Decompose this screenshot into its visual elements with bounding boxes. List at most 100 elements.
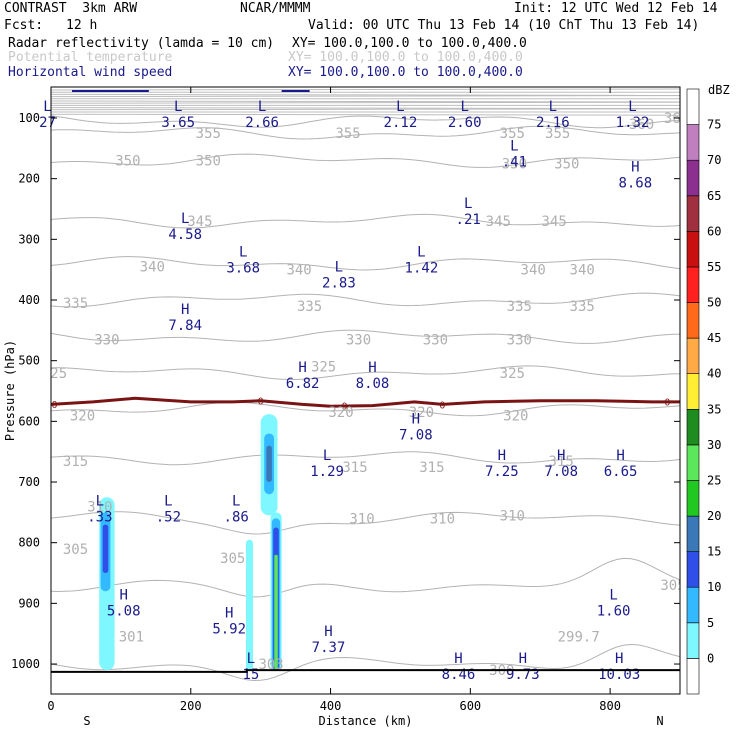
colorbar-bin	[686, 551, 700, 588]
theta-label: 355	[545, 126, 570, 142]
extremum-value: 2.16	[536, 115, 570, 131]
theta-label: 340	[286, 263, 311, 279]
cell-b-20dbz	[266, 445, 272, 482]
theta-upper-line	[51, 107, 680, 110]
legend-reflectivity-xy: XY= 100.0,100.0 to 100.0,400.0	[292, 36, 527, 51]
extremum-value: 3.68	[226, 261, 260, 277]
theta-label: 350	[115, 154, 140, 170]
theta-label: 360	[629, 117, 654, 133]
legend-theta-label: Potential temperature	[8, 50, 173, 65]
extremum-value: 7.84	[168, 318, 202, 334]
extremum-value: 6.65	[604, 464, 638, 480]
y-tick-label: 400	[18, 293, 40, 307]
theta-upper-line	[51, 108, 680, 111]
colorbar-label: 10	[707, 580, 721, 594]
reflectivity-field	[99, 414, 282, 671]
colorbar-bin	[686, 408, 700, 446]
cell-c-5dbz	[246, 539, 253, 671]
colorbar-bin	[686, 586, 700, 624]
theta-335-line	[51, 292, 680, 308]
extremum-type: L	[335, 260, 343, 276]
colorbar-label: 75	[707, 118, 721, 132]
theta-label: 299.7	[558, 630, 600, 646]
extremum-type: H	[225, 606, 233, 622]
theta-310-line	[51, 511, 680, 535]
forecast-label: Fcst:	[4, 18, 44, 33]
theta-label: 330	[346, 332, 371, 348]
theta-upper-line	[51, 95, 680, 98]
theta-label: 310	[349, 511, 374, 527]
wind-extremum: H6.82	[286, 360, 320, 392]
theta-320-line	[51, 401, 680, 417]
colorbar-label: 0	[707, 651, 714, 665]
colorbar-label: 55	[707, 260, 721, 274]
wind-extremum: L.21	[456, 196, 481, 228]
y-tick-label: 800	[18, 536, 40, 550]
extremum-value: .41	[502, 154, 527, 170]
extremum-type: L	[181, 211, 189, 227]
colorbar-label: 15	[707, 545, 721, 559]
south-label: S	[83, 714, 90, 728]
extremum-value: 7.08	[399, 427, 433, 443]
theta-label: 330	[423, 332, 448, 348]
theta-label: 315	[342, 460, 367, 476]
extremum-type: H	[454, 651, 462, 667]
theta-label: 310	[430, 511, 455, 527]
colorbar-bin	[686, 159, 700, 197]
theta-label: 315	[63, 454, 88, 470]
wind-extremum: H7.08	[544, 448, 578, 480]
wind-extremum: L.41	[502, 138, 527, 170]
extremum-value: 1.29	[310, 464, 344, 480]
freezing-level-label: 0	[439, 400, 445, 411]
theta-label: 335	[297, 299, 322, 315]
colorbar-bin	[686, 302, 700, 339]
theta-345-line	[51, 213, 680, 229]
wind-extremum: L.52	[156, 493, 181, 525]
y-tick-label: 500	[18, 354, 40, 368]
theta-label: 335	[63, 296, 88, 312]
theta-isentropes	[51, 88, 680, 682]
theta-label: 325	[42, 366, 67, 382]
colorbar-bin	[686, 88, 700, 125]
colorbar-label: 35	[707, 402, 721, 416]
extremum-value: 8.08	[356, 376, 390, 392]
legend-reflectivity-label: Radar reflectivity (lamda = 10 cm)	[8, 36, 275, 51]
extremum-type: L	[417, 245, 425, 261]
extremum-type: L	[549, 99, 557, 115]
theta-label: 310	[500, 508, 525, 524]
extremum-value: 2.83	[322, 276, 356, 292]
x-tick-label: 200	[180, 699, 202, 713]
theta-label: 315	[549, 454, 574, 470]
theta-label: 355	[500, 126, 525, 142]
colorbar-bin	[686, 658, 700, 695]
wind-extremum: H7.84	[168, 302, 202, 334]
wind-extremum: L1.29	[310, 448, 344, 480]
legend-wind-xy: XY= 100.0,100.0 to 100.0,400.0	[288, 65, 523, 80]
freezing-level-label: 0	[51, 400, 57, 411]
colorbar-bin	[686, 480, 700, 517]
freezing-level-label: 0	[664, 397, 670, 408]
theta-330-line	[51, 329, 680, 344]
theta-label: 301	[119, 630, 144, 646]
theta-label: 330	[507, 332, 532, 348]
colorbar-label: 50	[707, 296, 721, 310]
extremum-value: .86	[224, 509, 249, 525]
wind-extremum: L2.60	[448, 99, 482, 131]
colorbar-bin	[686, 515, 700, 552]
wind-extremum: H6.65	[604, 448, 638, 480]
wind-extremum: L27	[39, 99, 56, 131]
wind-extremum: L2.12	[384, 99, 418, 131]
theta-upper-line	[51, 88, 680, 91]
theta-label: 320	[503, 408, 528, 424]
wind-extremum: H5.92	[212, 606, 246, 638]
theta-label: 325	[500, 366, 525, 382]
wind-extremum: H8.68	[618, 160, 652, 192]
colorbar: 0 5 10 15 20 25 30 35 40 45 50 55 60 65 70 75 dBZ	[686, 83, 730, 695]
theta-325-line	[51, 365, 680, 380]
extremum-type: L	[510, 138, 518, 154]
theta-315-line	[51, 451, 680, 466]
wind-extremum: L3.68	[226, 245, 260, 277]
colorbar-label: 40	[707, 367, 721, 381]
extremum-value: 1.60	[597, 603, 631, 619]
theta-340-line	[51, 256, 680, 271]
